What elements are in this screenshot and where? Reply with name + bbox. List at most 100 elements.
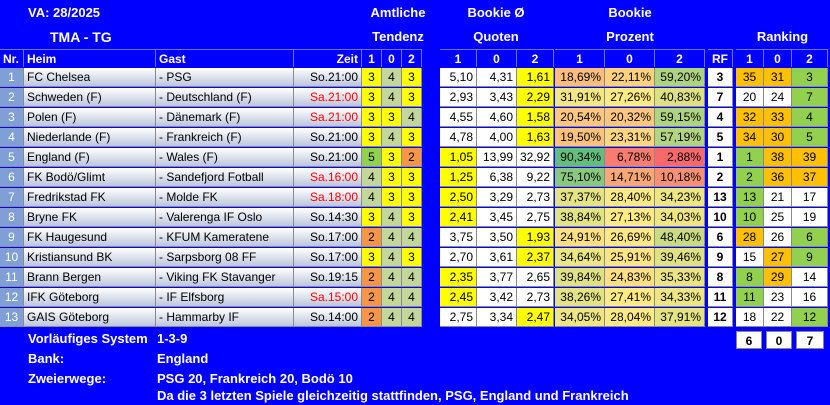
percent-cell: 48,40% xyxy=(655,228,705,247)
rf-cell: 9 xyxy=(708,248,733,267)
odds-cell: 3,75 xyxy=(440,228,477,247)
ranking-cell: 7 xyxy=(792,88,828,107)
ranking-cell: 18 xyxy=(736,308,764,327)
ranking-cell: 22 xyxy=(764,308,792,327)
percent-cell: 24,91% xyxy=(555,228,605,247)
odds-cell: 2,45 xyxy=(440,288,477,307)
odds-cell: 2,75 xyxy=(517,208,554,227)
percent-cell: 27,41% xyxy=(605,288,655,307)
percent-cell: 19,50% xyxy=(555,128,605,147)
ranking-cell: 23 xyxy=(764,288,792,307)
kickoff-time: So.21:00 xyxy=(294,148,362,167)
tendency-cell: 3 xyxy=(382,188,402,207)
percent-cell: 26,69% xyxy=(605,228,655,247)
row-number: 3 xyxy=(0,108,24,127)
header-rf: RF xyxy=(708,49,733,67)
tendency-cell: 3 xyxy=(402,188,422,207)
away-team: - Hammarby IF xyxy=(156,308,294,327)
ranking-cell: 15 xyxy=(736,248,764,267)
kickoff-time: So.19:15 xyxy=(294,268,362,287)
home-team: IFK Göteborg xyxy=(24,288,156,307)
header-gast: Gast xyxy=(156,49,294,67)
rf-cell: 12 xyxy=(708,308,733,327)
rf-cell: 6 xyxy=(708,228,733,247)
odds-cell: 2,35 xyxy=(440,268,477,287)
total-2: 7 xyxy=(796,331,824,349)
percent-cell: 27,13% xyxy=(605,208,655,227)
header-r1: 1 xyxy=(736,49,764,67)
home-team: FK Haugesund xyxy=(24,228,156,247)
tendency-cell: 5 xyxy=(362,148,382,167)
percent-cell: 27,26% xyxy=(605,88,655,107)
footer-note: Da die 3 letzten Spiele gleichzeitig sta… xyxy=(157,388,629,403)
ranking-cell: 24 xyxy=(764,88,792,107)
percent-cell: 35,33% xyxy=(655,268,705,287)
total-1: 6 xyxy=(736,331,762,349)
ranking-cell: 28 xyxy=(736,228,764,247)
away-team: - KFUM Kameratene xyxy=(156,228,294,247)
tendency-cell: 4 xyxy=(402,268,422,287)
ranking-cell: 17 xyxy=(792,188,828,207)
row-number: 1 xyxy=(0,68,24,87)
tendency-cell: 3 xyxy=(382,148,402,167)
percent-cell: 57,19% xyxy=(655,128,705,147)
tendency-cell: 3 xyxy=(362,208,382,227)
away-team: - Wales (F) xyxy=(156,148,294,167)
away-team: - Valerenga IF Oslo xyxy=(156,208,294,227)
percent-cell: 24,83% xyxy=(605,268,655,287)
header-q1: 1 xyxy=(440,49,477,67)
odds-cell: 3,43 xyxy=(477,88,517,107)
tendency-cell: 4 xyxy=(402,228,422,247)
ranking-cell: 13 xyxy=(736,188,764,207)
header-q2: 2 xyxy=(517,49,554,67)
odds-cell: 3,42 xyxy=(477,288,517,307)
ranking-cell: 14 xyxy=(792,268,828,287)
tendency-cell: 3 xyxy=(402,248,422,267)
tendency-cell: 3 xyxy=(362,88,382,107)
away-team: - Sandefjord Fotball xyxy=(156,168,294,187)
percent-cell: 90,34% xyxy=(555,148,605,167)
tendency-cell: 4 xyxy=(382,68,402,87)
system-label: Vorläufiges System xyxy=(28,331,148,346)
rf-cell: 1 xyxy=(708,148,733,167)
kickoff-time: So.21:00 xyxy=(294,128,362,147)
ranking-cell: 39 xyxy=(792,148,828,167)
odds-cell: 3,61 xyxy=(477,248,517,267)
tendency-cell: 3 xyxy=(402,168,422,187)
total-0: 0 xyxy=(766,331,792,349)
row-number: 2 xyxy=(0,88,24,107)
tendency-cell: 4 xyxy=(382,288,402,307)
tendency-cell: 2 xyxy=(362,308,382,327)
ranking-cell: 12 xyxy=(792,308,828,327)
ranking-cell: 19 xyxy=(792,208,828,227)
kickoff-time: So.14:30 xyxy=(294,208,362,227)
home-team: FC Chelsea xyxy=(24,68,156,87)
tendency-cell: 4 xyxy=(382,268,402,287)
percent-cell: 2,88% xyxy=(655,148,705,167)
ranking-cell: 2 xyxy=(736,168,764,187)
tendency-cell: 3 xyxy=(402,128,422,147)
sheet-title: VA: 28/2025 xyxy=(28,5,101,20)
percent-cell: 10,18% xyxy=(655,168,705,187)
away-team: - Viking FK Stavanger xyxy=(156,268,294,287)
odds-cell: 2,93 xyxy=(440,88,477,107)
home-team: FK Bodö/Glimt xyxy=(24,168,156,187)
odds-cell: 2,73 xyxy=(517,188,554,207)
kickoff-time: So.17:00 xyxy=(294,248,362,267)
zweierwege-label: Zweierwege: xyxy=(28,371,107,386)
home-team: Niederlande (F) xyxy=(24,128,156,147)
odds-cell: 4,55 xyxy=(440,108,477,127)
header-r2: 2 xyxy=(792,49,828,67)
percent-cell: 59,15% xyxy=(655,108,705,127)
percent-cell: 34,03% xyxy=(655,208,705,227)
odds-cell: 3,50 xyxy=(477,228,517,247)
zweierwege-value: PSG 20, Frankreich 20, Bodö 10 xyxy=(157,371,353,386)
odds-cell: 32,92 xyxy=(517,148,554,167)
odds-cell: 3,45 xyxy=(477,208,517,227)
percent-cell: 37,91% xyxy=(655,308,705,327)
odds-cell: 1,58 xyxy=(517,108,554,127)
header-t2: 2 xyxy=(402,49,422,67)
row-number: 5 xyxy=(0,148,24,167)
tendency-cell: 4 xyxy=(382,208,402,227)
percent-cell: 34,64% xyxy=(555,248,605,267)
